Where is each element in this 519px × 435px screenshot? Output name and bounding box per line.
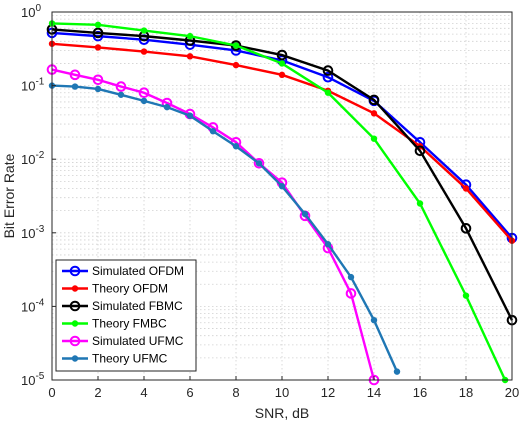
legend-item: Simulated OFDM xyxy=(62,264,184,278)
data-point xyxy=(322,65,334,76)
data-point xyxy=(209,128,217,135)
legend-label: Simulated UFMC xyxy=(92,334,184,348)
y-tick-label: 10-1 xyxy=(21,77,45,94)
data-point xyxy=(232,61,240,69)
legend-label: Theory FMBC xyxy=(92,317,167,331)
data-point xyxy=(460,223,472,234)
legend-label: Theory OFDM xyxy=(92,282,168,296)
legend-item: Simulated UFMC xyxy=(62,334,184,348)
data-point xyxy=(94,85,102,93)
legend-swatch-marker xyxy=(69,265,81,277)
data-point xyxy=(115,81,127,92)
data-point xyxy=(92,74,104,86)
data-point xyxy=(462,185,470,192)
data-point xyxy=(69,69,81,81)
y-tick-label: 10-5 xyxy=(21,371,45,388)
data-point xyxy=(255,160,263,167)
data-point xyxy=(324,241,332,248)
legend-item: Simulated FBMC xyxy=(62,299,183,313)
data-point xyxy=(163,103,171,111)
x-tick-label: 10 xyxy=(275,385,289,400)
data-point xyxy=(117,91,125,98)
x-tick-label: 2 xyxy=(94,385,101,400)
data-point xyxy=(140,27,148,34)
legend-swatch-marker xyxy=(69,300,81,312)
data-point xyxy=(71,83,79,90)
data-point xyxy=(276,49,288,61)
x-tick-label: 8 xyxy=(232,385,239,400)
data-point xyxy=(347,273,355,281)
data-point xyxy=(186,112,194,119)
data-point xyxy=(140,97,148,105)
x-axis-label: SNR, dB xyxy=(255,405,309,421)
legend-swatch-marker xyxy=(71,355,79,362)
legend-item: Theory UFMC xyxy=(62,352,168,366)
x-tick-label: 20 xyxy=(505,385,519,400)
data-point xyxy=(94,44,102,51)
data-point xyxy=(186,32,194,40)
data-point xyxy=(322,71,334,83)
series-line xyxy=(51,28,514,321)
data-point xyxy=(232,143,240,150)
data-point xyxy=(278,60,286,67)
data-point xyxy=(370,110,378,117)
x-tick-label: 14 xyxy=(367,385,381,400)
legend-label: Theory UFMC xyxy=(92,352,168,366)
data-point xyxy=(138,87,150,99)
data-point xyxy=(414,145,426,157)
data-point xyxy=(370,316,378,324)
legend-box xyxy=(55,259,197,372)
data-point xyxy=(232,42,240,49)
x-tick-label: 18 xyxy=(459,385,473,400)
data-point xyxy=(253,157,265,169)
y-tick-label: 10-2 xyxy=(21,150,45,167)
series-line xyxy=(51,68,376,381)
series-line xyxy=(51,84,399,373)
data-point xyxy=(140,48,148,55)
data-point xyxy=(462,292,470,299)
x-tick-label: 0 xyxy=(48,385,55,400)
data-point xyxy=(370,135,378,142)
data-point xyxy=(278,71,286,79)
data-point xyxy=(368,94,380,106)
x-tick-label: 4 xyxy=(140,385,147,400)
tick-layer: 0 2 4 6 8 10 12 14 16 18 20 10-5 10-4 10-3 10-2 10-1 100 xyxy=(21,3,519,400)
legend-swatch-marker xyxy=(71,285,79,292)
data-point xyxy=(393,368,401,375)
series-layer xyxy=(46,20,518,386)
x-tick-label: 12 xyxy=(321,385,335,400)
data-point xyxy=(324,89,332,96)
series-theory-ufmc xyxy=(48,82,401,375)
series-theory-fmbc xyxy=(48,20,509,384)
legend-item: Theory OFDM xyxy=(62,282,168,296)
series-simulated-fbmc xyxy=(46,24,518,326)
legend-item: Theory FMBC xyxy=(62,317,167,331)
data-point xyxy=(94,21,102,29)
y-tick-label: 10-4 xyxy=(21,297,45,314)
data-point xyxy=(186,53,194,60)
y-tick-label: 10-3 xyxy=(21,224,45,241)
legend-swatch-marker xyxy=(71,320,79,327)
data-point xyxy=(278,182,286,190)
legend-label: Simulated OFDM xyxy=(92,264,184,278)
data-point xyxy=(345,288,357,299)
x-tick-label: 6 xyxy=(186,385,193,400)
data-point xyxy=(416,200,424,207)
data-point xyxy=(92,27,104,39)
legend: Simulated OFDM Theory OFDM Simulated FBMC T… xyxy=(55,259,197,372)
legend-label: Simulated FBMC xyxy=(92,299,183,313)
data-point xyxy=(301,210,309,218)
x-tick-label: 16 xyxy=(413,385,427,400)
y-axis-label: Bit Error Rate xyxy=(1,153,17,238)
legend-swatch-marker xyxy=(69,335,81,347)
y-tick-label: 100 xyxy=(21,3,41,20)
